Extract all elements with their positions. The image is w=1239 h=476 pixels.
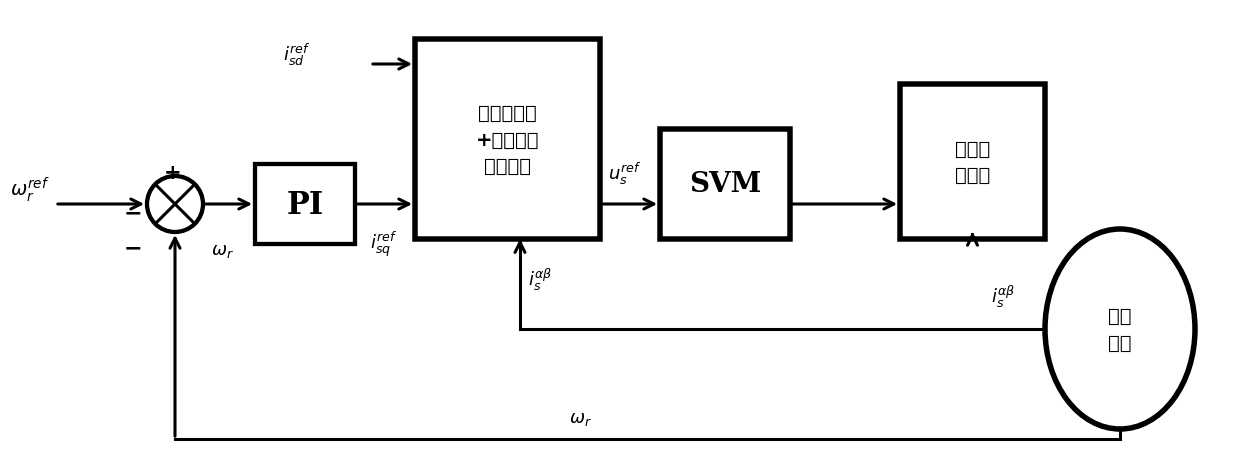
Text: SVM: SVM — [689, 171, 761, 198]
Text: $u_s^{ref}$: $u_s^{ref}$ — [608, 160, 642, 187]
Text: $\omega_r$: $\omega_r$ — [569, 409, 591, 427]
Text: $i_s^{\alpha\beta}$: $i_s^{\alpha\beta}$ — [991, 283, 1015, 309]
Text: 异步
电机: 异步 电机 — [1108, 307, 1131, 352]
Text: $\omega_r$: $\omega_r$ — [211, 241, 234, 259]
Text: $i_{sd}^{ref}$: $i_{sd}^{ref}$ — [282, 42, 310, 68]
Text: +: + — [165, 162, 182, 182]
Bar — [415, 40, 600, 239]
Bar — [900, 85, 1044, 239]
Text: 两电平
逆变器: 两电平 逆变器 — [955, 139, 990, 185]
Text: $\omega_r^{ref}$: $\omega_r^{ref}$ — [10, 175, 50, 204]
Text: −: − — [124, 203, 142, 223]
Bar — [255, 165, 356, 245]
Text: $i_{sq}^{ref}$: $i_{sq}^{ref}$ — [370, 229, 398, 259]
Text: −: − — [124, 238, 142, 258]
Text: $i_s^{\alpha\beta}$: $i_s^{\alpha\beta}$ — [528, 266, 553, 293]
Text: 超局部模型
+无模型预
测流控制: 超局部模型 +无模型预 测流控制 — [476, 104, 539, 176]
Bar — [660, 130, 790, 239]
Text: PI: PI — [286, 189, 323, 220]
